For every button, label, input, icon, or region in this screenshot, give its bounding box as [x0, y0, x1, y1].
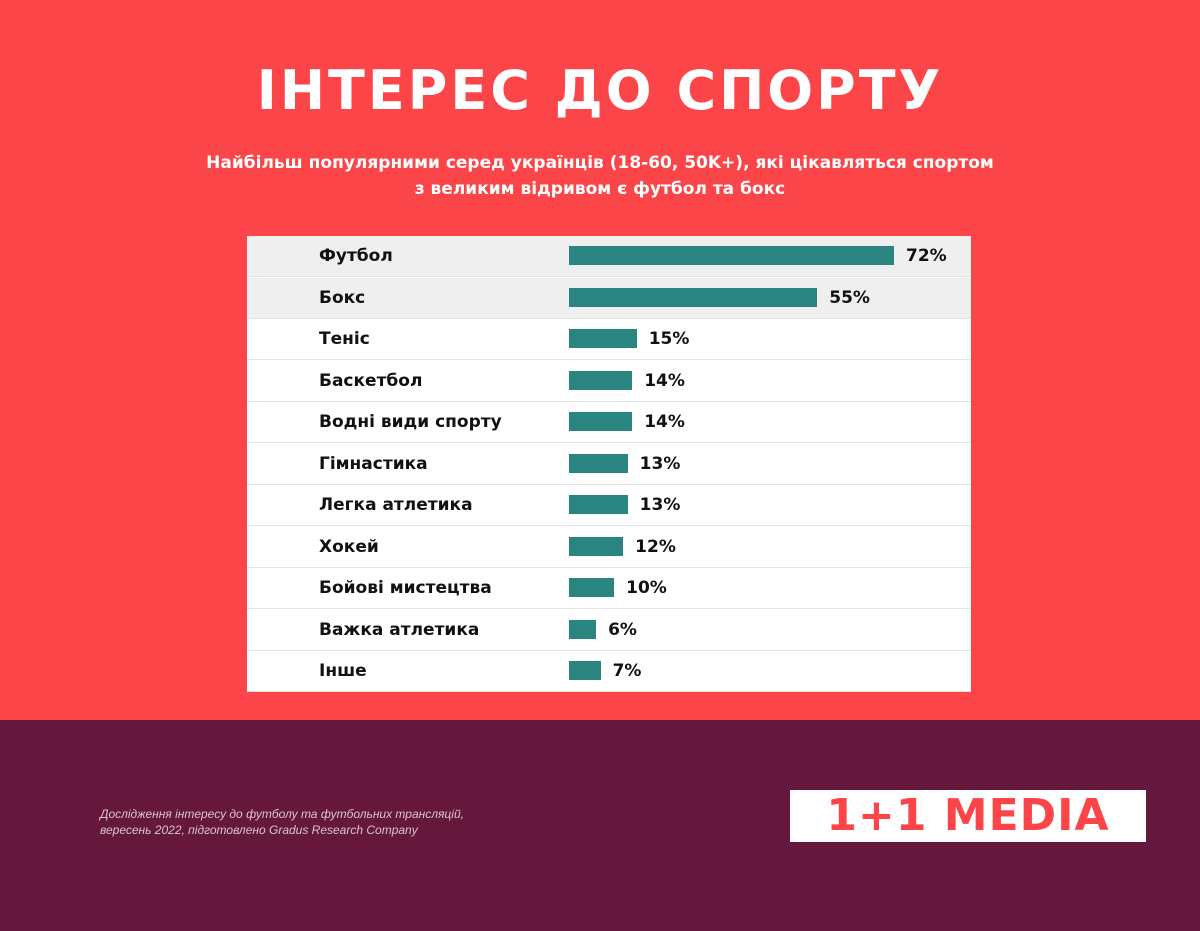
chart-row: Бойові мистецтва 10%	[247, 568, 971, 609]
chart-row: Теніс 15%	[247, 319, 971, 360]
bar	[569, 495, 628, 514]
category-label: Гімнастика	[319, 453, 428, 474]
subtitle: Найбільш популярними серед українців (18…	[100, 150, 1100, 202]
value-label: 13%	[639, 453, 681, 474]
chart-row: Важка атлетика 6%	[247, 610, 971, 651]
chart-row: Футбол 72%	[247, 236, 971, 277]
bar	[569, 619, 597, 639]
value-label: 10%	[626, 578, 667, 598]
category-label: Хокей	[319, 536, 379, 557]
bar	[569, 453, 628, 473]
brand-logo: 1+1 MEDIA	[790, 790, 1146, 842]
bar-chart: Футбол 72% Бокс 55% Теніс 15% Баскетбол 14% Водн…	[247, 236, 971, 692]
footer-background: Дослідження інтересу до футболу та футбо…	[0, 720, 1200, 931]
header-background: ІНТЕРЕС ДО СПОРТУ Найбільш популярними с…	[0, 0, 1200, 720]
category-label: Теніс	[319, 329, 370, 349]
bar	[569, 287, 818, 307]
category-label: Інше	[319, 661, 367, 681]
bar	[569, 246, 894, 265]
category-label: Легка атлетика	[319, 495, 473, 515]
chart-row: Інше 7%	[247, 651, 971, 692]
chart-row: Хокей 12%	[247, 527, 971, 568]
value-label: 7%	[612, 661, 642, 681]
value-label: 6%	[608, 619, 637, 640]
value-label: 72%	[906, 246, 947, 266]
bar	[569, 412, 633, 431]
page-title: ІНТЕРЕС ДО СПОРТУ	[256, 59, 944, 122]
category-label: Бокс	[319, 287, 366, 308]
value-label: 12%	[635, 536, 676, 557]
source-line-1: Дослідження інтересу до футболу та футбо…	[100, 807, 464, 821]
value-label: 55%	[829, 287, 870, 308]
chart-row: Легка атлетика 13%	[247, 485, 971, 526]
bar	[569, 370, 633, 390]
value-label: 15%	[648, 329, 690, 349]
chart-row: Водні види спорту 14%	[247, 402, 971, 443]
source-note: Дослідження інтересу до футболу та футбо…	[100, 806, 620, 838]
source-line-2: вересень 2022, підготовлено Gradus Resea…	[100, 823, 418, 837]
bar	[569, 536, 624, 556]
category-label: Водні види спорту	[319, 412, 502, 432]
value-label: 14%	[644, 412, 685, 432]
category-label: Баскетбол	[319, 370, 423, 391]
category-label: Важка атлетика	[319, 619, 480, 640]
value-label: 13%	[639, 495, 681, 515]
value-label: 14%	[644, 370, 685, 391]
chart-row: Бокс 55%	[247, 277, 971, 319]
subtitle-line-1: Найбільш популярними серед українців (18…	[206, 153, 994, 173]
subtitle-line-2: з великим відривом є футбол та бокс	[414, 179, 786, 199]
category-label: Бойові мистецтва	[319, 578, 492, 598]
bar	[569, 578, 615, 597]
bar	[569, 661, 601, 680]
chart-row: Баскетбол 14%	[247, 361, 971, 402]
chart-row: Гімнастика 13%	[247, 444, 971, 485]
category-label: Футбол	[319, 246, 393, 266]
bar	[569, 329, 637, 348]
